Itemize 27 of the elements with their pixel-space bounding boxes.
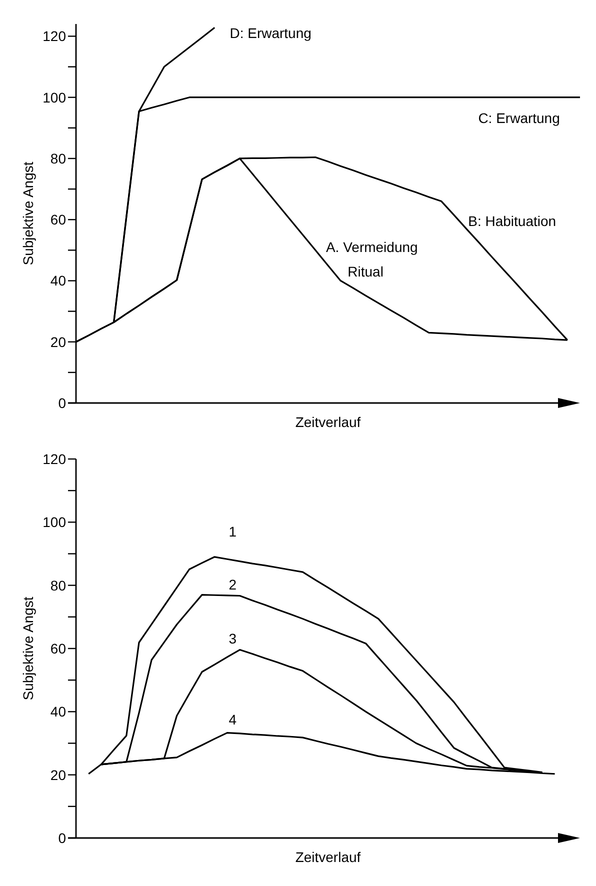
y-tick-label: 40 [50,272,66,289]
y-tick-label: 100 [42,89,66,106]
y-tick-label: 80 [50,150,66,166]
annotation: C: Erwartung [478,110,560,126]
x-axis-title: Zeitverlauf [295,414,361,430]
y-tick-label: 40 [50,704,66,720]
y-tick-label: 20 [50,766,66,783]
annotation: D: Erwartung [230,25,312,42]
annotation: B: Habituation [468,213,556,230]
y-tick-label: 80 [50,577,66,594]
y-tick-label: 100 [42,514,66,530]
annotation: A. Vermeidung [326,239,418,256]
y-axis-title: Subjektive Angst [20,162,36,266]
annotation: 3 [228,630,237,646]
x-axis-title: Zeitverlauf [295,849,361,865]
annotation: 1 [228,523,237,540]
y-axis-title: Subjektive Angst [20,596,36,700]
y-tick-label: 0 [58,395,66,411]
annotation: 4 [228,712,237,728]
y-tick-label: 120 [42,451,66,467]
y-tick-label: 0 [58,830,66,846]
y-tick-label: 60 [50,212,66,228]
annotation: 2 [228,576,237,592]
y-tick-label: 120 [42,28,66,44]
y-tick-label: 60 [50,640,66,656]
annotation: Ritual [348,263,384,280]
y-tick-label: 20 [50,334,66,350]
